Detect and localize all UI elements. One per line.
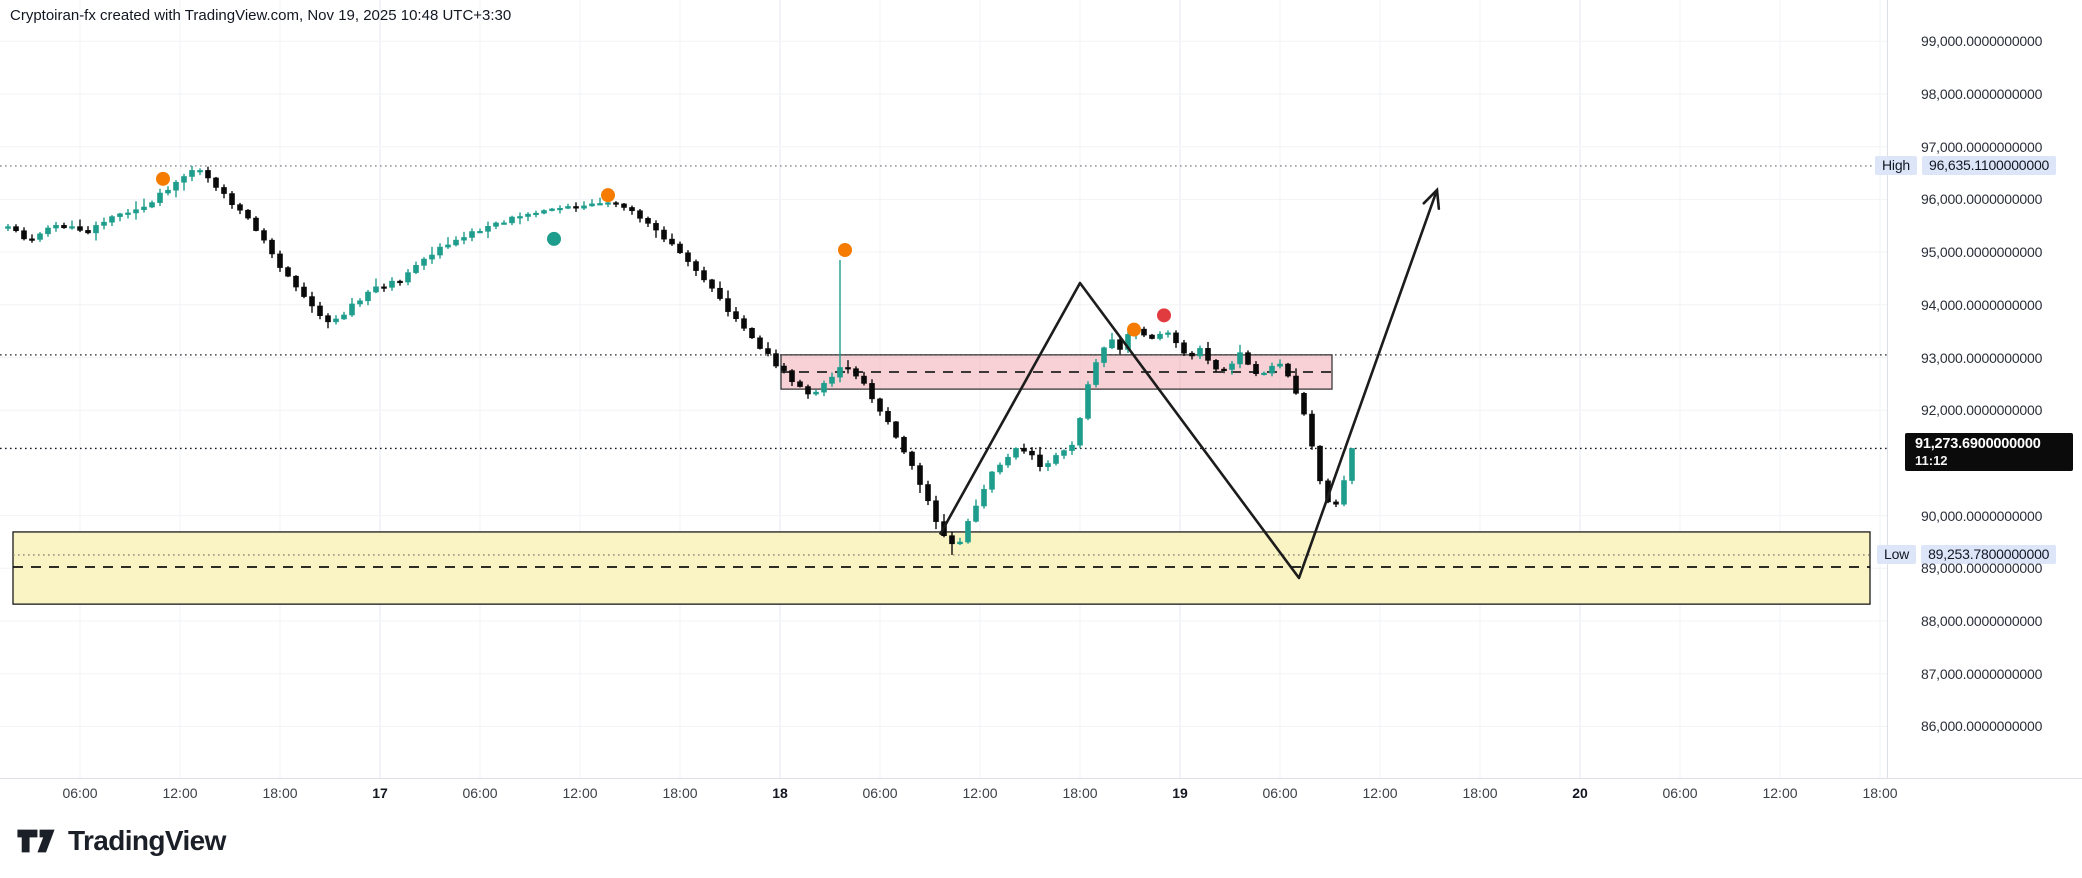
time-tick-label: 06:00 xyxy=(1662,785,1698,801)
time-tick-label: 18:00 xyxy=(262,785,298,801)
drawing-layer xyxy=(938,187,1441,580)
price-tick-label: 94,000.0000000000 xyxy=(1921,296,2043,313)
price-tick-label: 86,000.0000000000 xyxy=(1921,718,2043,735)
price-tick-label: 88,000.0000000000 xyxy=(1921,613,2043,629)
chart-plot-area[interactable] xyxy=(0,0,1887,778)
time-tick-label: 18 xyxy=(772,785,788,801)
trend-projection-arrow[interactable] xyxy=(938,187,1441,580)
time-tick-label: 06:00 xyxy=(1262,785,1298,801)
time-tick-label: 18:00 xyxy=(1462,785,1498,801)
time-tick-label: 12:00 xyxy=(1362,785,1398,801)
price-tick-label: 97,000.0000000000 xyxy=(1921,138,2043,155)
high-label: High xyxy=(1875,155,1917,175)
signal-dot xyxy=(838,242,852,257)
footer: TradingView xyxy=(0,806,2082,878)
time-tick-label: 12:00 xyxy=(562,785,598,801)
time-tick-label: 19 xyxy=(1172,785,1188,801)
time-tick-label: 18:00 xyxy=(1062,785,1098,801)
marker-layer xyxy=(156,171,1171,337)
time-tick-label: 12:00 xyxy=(162,785,198,801)
last-price-value: 91,273.6900000000 xyxy=(1915,436,2041,453)
time-tick-label: 06:00 xyxy=(462,785,498,801)
time-tick-label: 06:00 xyxy=(62,785,98,801)
price-tick-label: 89,000.0000000000 xyxy=(1921,560,2043,577)
tradingview-logo-text: TradingView xyxy=(68,825,226,856)
support-band[interactable] xyxy=(12,531,1871,605)
high-value: 96,635.1100000000 xyxy=(1922,155,2057,175)
price-tick-label: 95,000.0000000000 xyxy=(1921,244,2043,261)
time-tick-label: 06:00 xyxy=(862,785,898,801)
signal-dot xyxy=(601,188,615,203)
time-tick-label: 12:00 xyxy=(1762,785,1798,801)
price-axis[interactable]: 99,045.0061586257 High 96,635.1100000000… xyxy=(1875,0,2082,778)
time-tick-label: 17 xyxy=(372,785,388,801)
bar-countdown: 11:12 xyxy=(1915,453,1948,469)
price-tick-label: 90,000.0000000000 xyxy=(1921,507,2043,524)
zone-layer xyxy=(12,354,1871,605)
time-axis[interactable]: 06:00 12:00 18:00 17 06:00 12:00 18:00 18 06:00 1… xyxy=(0,778,2082,808)
signal-dot xyxy=(547,231,561,246)
time-tick-label: 18:00 xyxy=(662,785,698,801)
signal-dot xyxy=(156,171,170,186)
price-tick-label: 92,000.0000000000 xyxy=(1921,402,2043,419)
high-price-badge: High 96,635.1100000000 xyxy=(1875,155,2057,175)
tradingview-logo-icon xyxy=(17,829,55,853)
time-tick-label: 20 xyxy=(1572,785,1588,801)
price-tick-label: 99,000.0000000000 xyxy=(1921,33,2043,50)
time-tick-label: 12:00 xyxy=(962,785,998,801)
price-tick-label: 98,000.0000000000 xyxy=(1921,86,2043,102)
price-tick-label: 87,000.0000000000 xyxy=(1921,665,2043,682)
price-tick-label: 96,000.0000000000 xyxy=(1921,191,2043,208)
price-tick-label: 93,000.0000000000 xyxy=(1921,349,2043,366)
low-price-badge: Low 89,253.7800000000 xyxy=(1877,544,2057,564)
signal-dot xyxy=(1157,308,1171,323)
signal-dot xyxy=(1127,322,1141,337)
low-value: 89,253.7800000000 xyxy=(1921,544,2057,564)
time-tick-label: 18:00 xyxy=(1862,785,1898,801)
last-price-badge: 91,273.6900000000 11:12 xyxy=(1905,433,2073,472)
tradingview-logo[interactable]: TradingView xyxy=(16,822,226,860)
low-label: Low xyxy=(1877,544,1917,564)
